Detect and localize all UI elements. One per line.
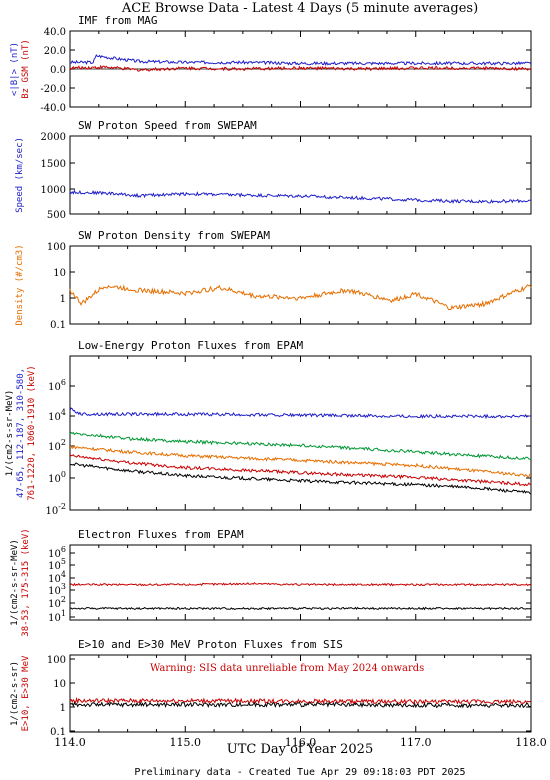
y-tick-label: 0.1 [50,320,66,331]
y-axis-label: Speed (km/sec) [15,137,25,213]
y-axis-label: 47-65, 112-187, 310-580, [16,368,26,498]
y-axis-label: 761-1220, 1060-1910 (keV) [27,365,37,500]
y-tick-label: 500 [47,210,66,221]
y-tick-label: 1500 [41,159,66,170]
y-tick-label: 0.1 [50,727,66,738]
y-tick-label: 100 [48,470,66,485]
y-tick-label: 1000 [41,185,66,196]
y-tick-label: -40.0 [40,103,66,114]
series-line [69,701,532,709]
panel-mag: 40.0 20.0 0.0 -20.0 -40.0 IMF from MAG <|B|> (… [10,14,532,114]
y-axis-label: 1/(cm2-s-sr-MeV) [10,539,20,626]
y-tick-label: 106 [48,378,66,393]
y-tick-label: 104 [48,408,66,423]
y-tick-label: 0.0 [50,65,66,76]
panel-speed: 2000 1500 1000 500 SW Proton Speed from SWEP… [15,119,532,221]
y-tick-label: 102 [48,595,66,610]
series-line [69,407,532,420]
series-line [69,462,532,495]
y-tick-label: 10 [53,679,66,690]
x-tick-label: 118.0 [515,736,547,749]
y-axis-label: Density (#/cm3) [15,244,25,325]
y-tick-label: 100 [47,655,66,666]
series-line [69,606,532,611]
footer-note: Preliminary data - Created Tue Apr 29 09… [134,767,465,778]
series-line [69,696,532,706]
y-tick-label: 2000 [41,132,66,143]
panel-title: IMF from MAG [78,14,157,27]
y-tick-label: 1 [60,294,66,305]
panel-title: E>10 and E>30 MeV Proton Fluxes from SIS [78,638,343,651]
y-tick-label: 101 [48,609,66,624]
series-line [69,64,532,72]
panel-protons: 106 104 102 100 10-2 Low-Energy Proton Fluxes… [5,339,532,517]
y-tick-label: 1 [60,703,66,714]
x-axis-label: UTC Day of Year 2025 [227,742,373,757]
x-tick-label: 116.0 [285,736,317,749]
series-line [69,284,532,311]
y-tick-label: 40.0 [44,27,66,38]
panel-frame [69,135,532,215]
series-line [69,444,532,478]
series-line [69,431,532,461]
panel-title: SW Proton Density from SWEPAM [78,229,270,242]
panel-title: Electron Fluxes from EPAM [78,528,244,541]
panel-frame [69,245,532,325]
figure-title: ACE Browse Data - Latest 4 Days (5 minut… [121,1,478,16]
panel-density: 100 10 1 0.1 SW Proton Density from SWEPAM De… [15,229,532,331]
y-axis-label: 1/(cm2-s-sr-MeV) [5,390,15,477]
panel-annotation: Warning: SIS data unreliable from May 20… [150,663,424,674]
y-tick-label: 102 [48,438,66,453]
series-line [69,581,532,587]
chart-panels: 40.0 20.0 0.0 -20.0 -40.0 IMF from MAG <|B|> (… [5,14,547,749]
y-axis-label: 38-53, 175-315 (keV) [21,528,31,636]
y-tick-label: -20.0 [40,84,66,95]
series-line [69,54,532,67]
panel-title: Low-Energy Proton Fluxes from EPAM [78,339,304,352]
y-axis-label: E>10, E>30 MeV [21,655,31,731]
y-tick-label: 10-2 [45,502,66,517]
y-tick-label: 100 [47,242,66,253]
y-tick-label: 20.0 [44,46,66,57]
y-axis-label: 1/(cm2-s-sr) [10,661,20,726]
series-line [69,189,532,204]
panel-title: SW Proton Speed from SWEPAM [78,119,257,132]
x-tick-label: 115.0 [170,736,202,749]
panel-sis: 100 10 1 0.1 E>10 and E>30 MeV Proton Fluxes… [10,638,547,749]
y-axis-label: Bz GSM (nT) [21,39,31,99]
y-tick-label: 10 [53,268,66,279]
y-axis-label: <|B|> (nT) [10,42,20,96]
x-tick-label: 117.0 [400,736,432,749]
series-line [69,454,532,487]
x-tick-label: 114.0 [54,736,86,749]
